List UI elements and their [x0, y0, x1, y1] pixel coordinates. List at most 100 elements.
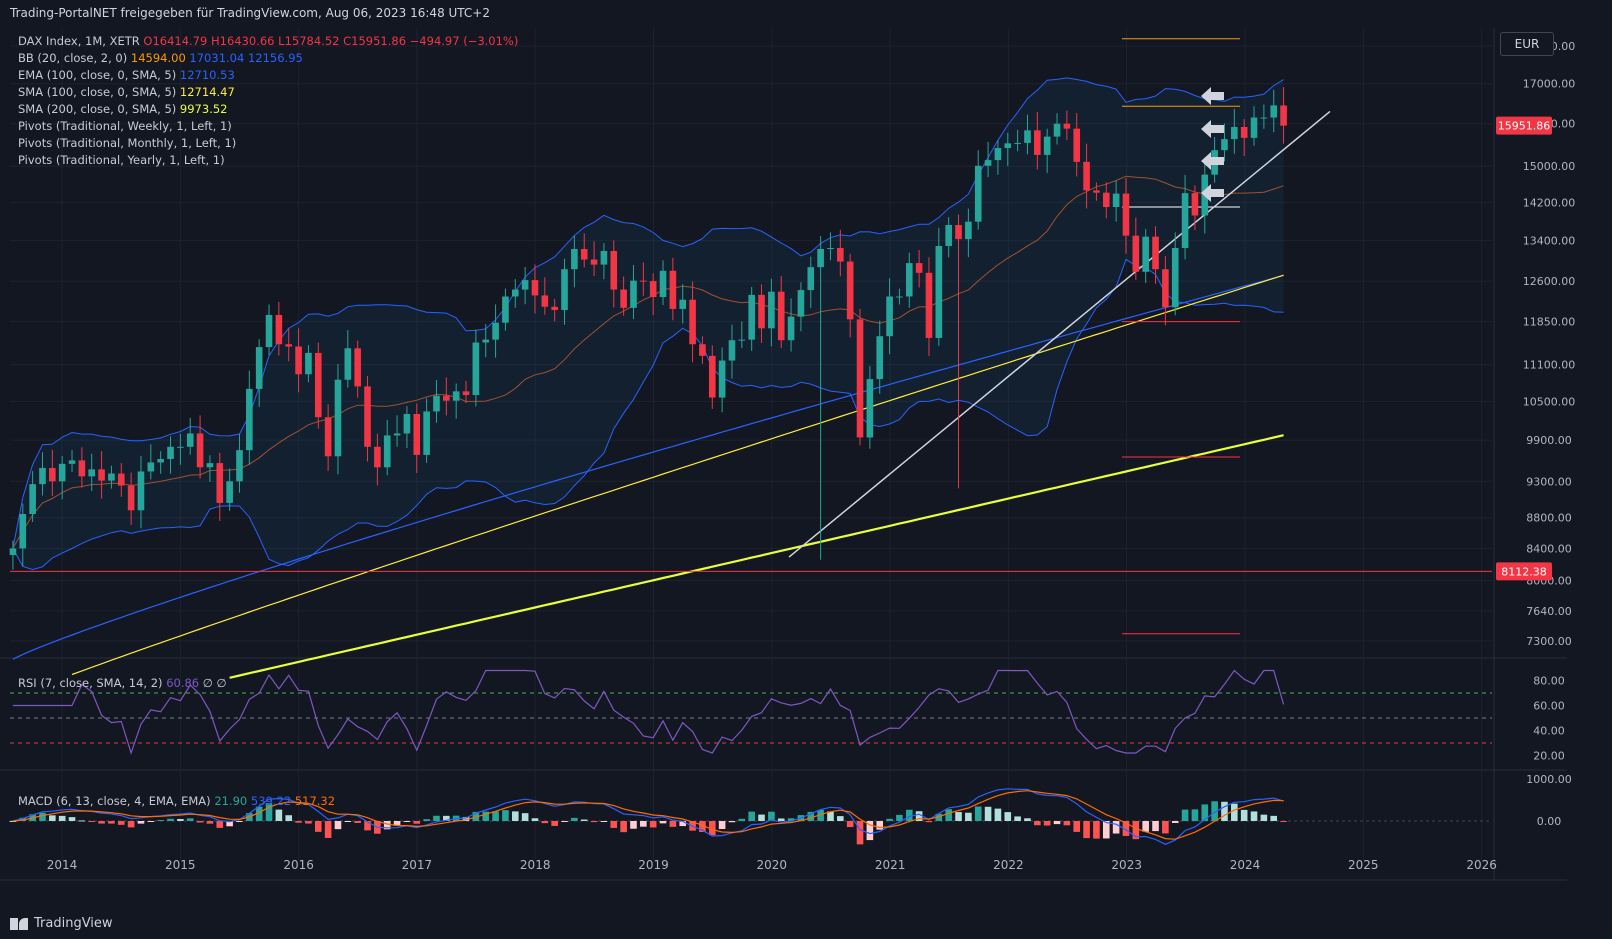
candle-body	[915, 263, 923, 273]
macd-histogram-bar	[127, 821, 135, 828]
macd-histogram-bar	[669, 821, 677, 827]
macd-histogram-bar	[1093, 821, 1100, 839]
macd-histogram-bar	[147, 821, 155, 822]
legend-pivot-weekly: Pivots (Traditional, Weekly, 1, Left, 1)	[18, 119, 232, 133]
macd-histogram-bar	[984, 806, 992, 821]
candle-body	[728, 340, 736, 361]
candle-body	[275, 314, 283, 345]
legend-pivot-yearly-label: Pivots (Traditional, Yearly, 1, Left, 1)	[18, 153, 225, 167]
candle-body	[1142, 236, 1149, 272]
macd-histogram-bar	[167, 818, 174, 821]
candle-body	[374, 446, 381, 468]
macd-histogram-bar	[255, 806, 263, 821]
candle-body	[1004, 143, 1012, 149]
macd-histogram-bar	[68, 817, 76, 821]
x-tick-label: 2014	[47, 858, 78, 872]
candle-body	[285, 344, 293, 347]
candle-body	[88, 469, 96, 477]
x-tick-label: 2022	[993, 858, 1024, 872]
macd-histogram-bar	[334, 821, 342, 830]
y-tick-label: 12600.00	[1523, 275, 1576, 288]
header-title: Trading-PortalNET freigegeben für Tradin…	[10, 6, 490, 20]
macd-tick-label: 0.00	[1537, 815, 1562, 828]
candle-body	[630, 280, 637, 308]
macd-histogram-bar	[1004, 812, 1012, 821]
candle-body	[364, 386, 371, 447]
macd-histogram-bar	[78, 820, 86, 822]
footer-brand[interactable]: TradingView	[10, 916, 113, 931]
tradingview-logo-icon	[10, 917, 28, 930]
candle-body	[896, 296, 903, 298]
candle-body	[531, 280, 539, 296]
macd-histogram-bar	[1063, 821, 1071, 826]
candle-body	[807, 267, 815, 291]
macd-histogram-bar	[265, 803, 273, 821]
macd-histogram-bar	[1181, 809, 1189, 821]
candle-body	[600, 250, 608, 265]
legend-ema100-value: 12710.53	[179, 68, 235, 82]
macd-histogram-bar	[472, 811, 480, 821]
candle-body	[1221, 139, 1228, 151]
macd-histogram-bar	[502, 810, 509, 821]
macd-histogram-bar	[216, 821, 224, 828]
y-tick-label: 14200.00	[1523, 196, 1576, 209]
candle-body	[679, 299, 687, 309]
legend-main-change: −494.97 (−3.01%)	[409, 34, 519, 48]
rsi-tick-label: 60.00	[1533, 700, 1565, 713]
macd-line	[12, 788, 1284, 845]
macd-histogram-bar	[561, 821, 568, 822]
macd-histogram-bar	[344, 821, 352, 822]
y-tick-label: 11850.00	[1523, 316, 1576, 329]
macd-histogram-bar	[413, 821, 421, 824]
candle-body	[246, 388, 253, 451]
macd-histogram-bar	[905, 809, 913, 821]
macd-histogram-bar	[1201, 804, 1209, 821]
legend-main-close: C15951.86	[343, 34, 407, 48]
annotation-arrow-icon	[1201, 120, 1224, 138]
macd-histogram-bar	[659, 821, 667, 824]
macd-histogram-bar	[137, 821, 145, 824]
macd-histogram-bar	[1280, 821, 1287, 822]
macd-histogram-bar	[1162, 821, 1169, 834]
bb-lower-line	[12, 258, 1284, 571]
candle-body	[974, 165, 982, 222]
macd-histogram-bar	[1073, 821, 1081, 832]
macd-histogram-bar	[837, 816, 844, 821]
candle-body	[177, 446, 184, 448]
macd-histogram-bar	[433, 815, 440, 821]
macd-histogram-bar	[640, 821, 647, 827]
currency-button[interactable]: EUR	[1500, 32, 1554, 56]
candle-body	[708, 355, 716, 398]
macd-histogram-bar	[98, 821, 105, 824]
candle-body	[216, 463, 224, 503]
candle-body	[1270, 105, 1278, 118]
x-tick-label: 2015	[165, 858, 196, 872]
candle-body	[984, 160, 992, 166]
macd-histogram-bar	[1132, 821, 1140, 840]
candle-body	[827, 247, 834, 249]
candle-body	[837, 247, 844, 262]
macd-histogram-bar	[787, 818, 795, 821]
candle-body	[186, 433, 194, 447]
candle-body	[787, 316, 795, 341]
legend-sma200-value: 9973.52	[179, 102, 228, 116]
macd-histogram-bar	[393, 821, 401, 826]
candle-body	[659, 270, 667, 298]
macd-signal-line	[12, 790, 1284, 840]
y-tick-label: 10500.00	[1523, 395, 1576, 408]
candle-body	[511, 289, 519, 297]
candle-body	[1073, 128, 1081, 162]
macd-histogram-bar	[866, 821, 874, 841]
candle-body	[610, 250, 618, 290]
macd-histogram-bar	[275, 809, 283, 821]
legend-main-open: O16414.79	[143, 34, 208, 48]
candle-body	[344, 348, 352, 380]
candle-body	[1014, 142, 1021, 144]
annotation-arrow-icon	[1201, 184, 1224, 202]
candle-body	[1181, 193, 1189, 248]
candle-body	[482, 339, 490, 343]
last-price-label: 15951.86	[1498, 120, 1551, 133]
sma100-line	[71, 274, 1284, 676]
